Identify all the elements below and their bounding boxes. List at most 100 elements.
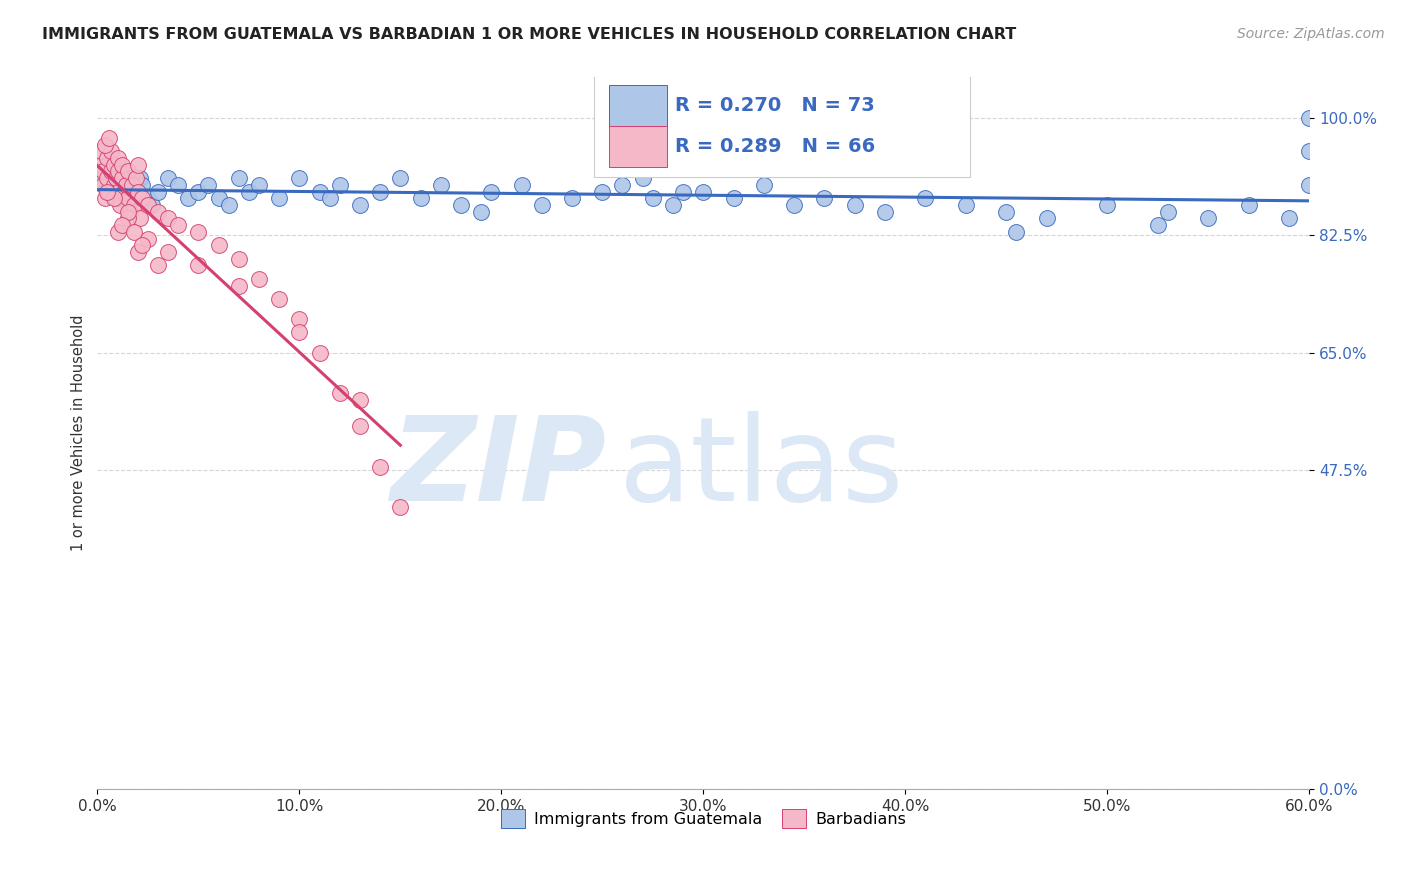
Point — [329, 385, 352, 400]
Point — [96, 171, 118, 186]
Point — [121, 178, 143, 192]
Point — [125, 171, 148, 186]
Point — [131, 238, 153, 252]
Point — [269, 292, 291, 306]
Point — [146, 185, 169, 199]
Point — [783, 198, 806, 212]
Point — [127, 185, 149, 199]
Point — [110, 171, 132, 186]
Point — [450, 198, 472, 212]
Point — [93, 164, 115, 178]
Point — [318, 191, 340, 205]
Legend: Immigrants from Guatemala, Barbadians: Immigrants from Guatemala, Barbadians — [494, 803, 912, 834]
Point — [187, 225, 209, 239]
Point — [662, 198, 685, 212]
Point — [1298, 178, 1320, 192]
Point — [329, 178, 352, 192]
Point — [94, 191, 117, 205]
Point — [177, 191, 200, 205]
Point — [94, 137, 117, 152]
Point — [197, 178, 219, 192]
Point — [122, 178, 145, 192]
Point — [107, 151, 129, 165]
Point — [1146, 218, 1168, 232]
Point — [641, 191, 664, 205]
Point — [100, 185, 122, 199]
Point — [117, 191, 139, 205]
Point — [389, 500, 412, 514]
Point — [349, 198, 371, 212]
Point — [141, 198, 163, 212]
Point — [1298, 111, 1320, 125]
Point — [1237, 198, 1260, 212]
Point — [228, 278, 250, 293]
Point — [108, 178, 131, 192]
Point — [873, 204, 896, 219]
Point — [723, 191, 745, 205]
Point — [136, 231, 159, 245]
Point — [117, 204, 139, 219]
Point — [96, 185, 118, 199]
Point — [122, 198, 145, 212]
Point — [157, 244, 180, 259]
Point — [131, 178, 153, 192]
Point — [479, 185, 502, 199]
Point — [118, 204, 141, 219]
Point — [510, 178, 533, 192]
Point — [90, 145, 112, 159]
Point — [631, 171, 654, 186]
Point — [187, 185, 209, 199]
Point — [117, 191, 139, 205]
Y-axis label: 1 or more Vehicles in Household: 1 or more Vehicles in Household — [72, 315, 86, 551]
Point — [107, 185, 129, 199]
Point — [308, 185, 330, 199]
Point — [128, 171, 150, 186]
Point — [100, 145, 122, 159]
Point — [98, 131, 121, 145]
Point — [96, 178, 118, 192]
Point — [1278, 211, 1301, 226]
Point — [288, 171, 311, 186]
Point — [110, 171, 132, 186]
Point — [207, 191, 229, 205]
FancyBboxPatch shape — [609, 126, 666, 167]
Point — [112, 185, 135, 199]
Point — [114, 178, 136, 192]
Text: R = 0.270   N = 73: R = 0.270 N = 73 — [675, 95, 875, 115]
Point — [1035, 211, 1057, 226]
Point — [349, 392, 371, 407]
Point — [136, 198, 159, 212]
Point — [127, 158, 149, 172]
Point — [108, 198, 131, 212]
Point — [368, 459, 391, 474]
Point — [995, 204, 1018, 219]
Point — [752, 178, 775, 192]
Point — [409, 191, 432, 205]
Text: Source: ZipAtlas.com: Source: ZipAtlas.com — [1237, 27, 1385, 41]
Point — [98, 185, 121, 199]
Point — [110, 218, 132, 232]
Point — [117, 211, 139, 226]
Point — [530, 198, 553, 212]
Point — [1097, 198, 1119, 212]
Point — [127, 185, 149, 199]
Point — [117, 164, 139, 178]
Point — [146, 204, 169, 219]
Point — [110, 158, 132, 172]
Point — [612, 178, 634, 192]
Point — [238, 185, 260, 199]
Point — [955, 198, 977, 212]
Point — [96, 151, 118, 165]
Point — [187, 258, 209, 272]
Point — [1298, 145, 1320, 159]
Point — [114, 178, 136, 192]
Point — [100, 164, 122, 178]
Point — [429, 178, 451, 192]
Point — [1197, 211, 1219, 226]
Point — [692, 185, 714, 199]
Point — [104, 171, 127, 186]
Point — [207, 238, 229, 252]
Point — [157, 171, 180, 186]
Point — [103, 191, 125, 205]
Point — [247, 178, 270, 192]
